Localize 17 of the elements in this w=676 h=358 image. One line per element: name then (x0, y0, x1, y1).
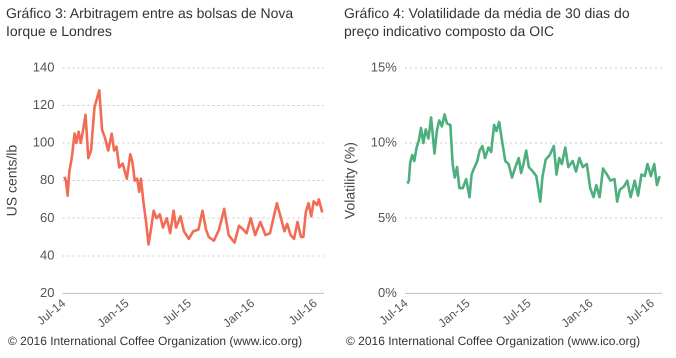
y-tick-label: 10% (370, 134, 398, 150)
y-tick-label: 20 (40, 284, 54, 300)
y-tick-label: 0% (378, 284, 398, 300)
y-axis-title: Volatility (%) (341, 142, 358, 220)
y-tick-label: 60 (40, 210, 54, 225)
y-tick-label: 140 (32, 59, 54, 74)
y-tick-label: 80 (40, 172, 54, 188)
y-tick-label: 40 (40, 247, 54, 262)
text: © 2016 International Coffee Organization (www.ico.org) (345, 334, 642, 348)
chart-title: Gráfico 3: Arbitragem entre as bolsas de Nova Iorque e Londres (5, 4, 294, 41)
y-axis-title: US cents/lb (3, 144, 20, 216)
y-tick-label: 100 (32, 134, 54, 150)
y-tick-label: 5% (378, 210, 398, 225)
chart-title: Gráfico 4: Volatilidade da média de 30 dias do preço indicativo composto da OIC (343, 4, 631, 41)
y-tick-label: 120 (32, 96, 54, 112)
text: © 2016 International Coffee Organization (www.ico.org) (7, 334, 304, 348)
y-tick-label: 15% (370, 59, 398, 74)
